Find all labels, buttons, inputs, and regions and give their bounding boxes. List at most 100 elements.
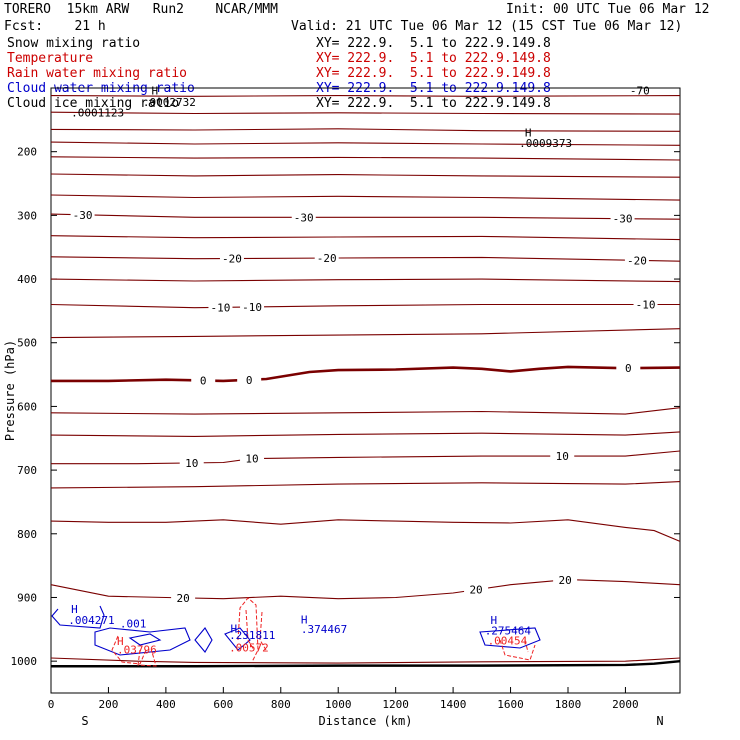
y-tick-label: 1000 — [11, 655, 38, 668]
high-marker: H — [490, 614, 497, 627]
isotherm-line — [50, 173, 681, 178]
high-marker: H — [117, 635, 124, 648]
x-tick-label: 1400 — [440, 698, 467, 711]
cloud-water-contour — [479, 627, 541, 649]
y-tick-label: 400 — [17, 273, 37, 286]
x-tick-label: 1000 — [325, 698, 352, 711]
cloud-ice-label: .0002732 — [143, 96, 196, 109]
rain-contour — [137, 649, 157, 667]
fcst-line: Fcst: 21 h — [4, 19, 106, 34]
xy-cloud-ice: XY= 222.9. 5.1 to 222.9.149.8 — [316, 96, 551, 111]
terrain-line — [51, 659, 681, 668]
x-tick-label: 2000 — [612, 698, 639, 711]
isotherm-label-bg — [553, 572, 578, 586]
isotherm-line — [50, 328, 681, 339]
isotherm-label: 0 — [200, 375, 207, 388]
isotherm-label-bg — [219, 251, 244, 265]
isotherm-label-bg — [171, 590, 196, 604]
cloud-water-label: .275464 — [485, 624, 532, 637]
isotherm-line — [50, 95, 681, 97]
isotherm-label: -10 — [636, 299, 656, 312]
cloud-water-label: .231811 — [229, 629, 275, 642]
isotherm-label-bg — [237, 372, 262, 386]
isotherm-line — [50, 256, 681, 262]
isotherm-label-bg — [70, 207, 95, 221]
x-tick-label: 0 — [48, 698, 55, 711]
rain-label: .03796 — [117, 644, 157, 657]
rain-contour — [237, 597, 259, 663]
isotherm-label-bg — [464, 582, 489, 596]
cloud-water-contour — [94, 627, 191, 656]
isotherm-label: 10 — [185, 457, 198, 470]
rain-label: .00454 — [488, 635, 528, 648]
y-tick-label: 500 — [17, 337, 37, 350]
isotherm-line — [51, 365, 681, 383]
isotherm-label: 10 — [245, 453, 258, 466]
high-marker: H — [152, 84, 159, 97]
isotherm-label: 20 — [469, 584, 482, 597]
isotherm-label-bg — [179, 455, 204, 469]
end-label-south: S — [81, 714, 88, 728]
isotherm-label-bg — [291, 210, 316, 224]
isotherm-line — [50, 407, 681, 415]
isotherm-line — [50, 213, 681, 220]
high-marker: H — [71, 603, 78, 616]
isotherm-line — [50, 278, 681, 283]
y-tick-label: 200 — [17, 146, 37, 159]
xy-rain: XY= 222.9. 5.1 to 222.9.149.8 — [316, 66, 551, 81]
x-tick-label: 1200 — [382, 698, 409, 711]
isotherm-label-bg — [624, 253, 649, 267]
legend-snow: Snow mixing ratio — [7, 36, 141, 51]
legend-cloud-ice: Cloud ice mixing ratio — [7, 96, 180, 111]
isotherm-label: -30 — [294, 211, 314, 224]
y-tick-label: 700 — [17, 464, 37, 477]
init-line: Init: 00 UTC Tue 06 Mar 12 — [506, 2, 710, 17]
isotherm-label: 20 — [176, 592, 189, 605]
cloud-water-contour — [51, 605, 105, 629]
isotherm-line — [50, 657, 681, 664]
x-tick-label: 200 — [99, 698, 119, 711]
high-marker: H — [301, 614, 308, 627]
isotherm-label: 20 — [558, 574, 571, 587]
isotherm-label: -10 — [211, 301, 231, 314]
isotherm-label: -20 — [222, 253, 242, 266]
isotherm-line — [51, 450, 681, 465]
end-label-north: N — [656, 714, 663, 728]
y-tick-label: 900 — [17, 591, 37, 604]
cloud-water-contour — [194, 627, 213, 653]
cloud-water-label: .004271 — [68, 614, 114, 627]
rain-contour — [524, 639, 529, 653]
isotherm-line — [50, 303, 680, 309]
y-tick-label: 800 — [17, 528, 37, 541]
high-marker: H — [231, 623, 238, 636]
x-tick-label: 800 — [271, 698, 291, 711]
isotherm-label: 0 — [625, 362, 632, 375]
isotherm-label-bg — [610, 211, 635, 225]
high-marker: H — [525, 126, 532, 139]
cloud-water-contour — [128, 633, 162, 646]
isotherm-label: 10 — [556, 450, 569, 463]
isotherm-line — [50, 141, 681, 146]
legend-rain: Rain water mixing ratio — [7, 66, 188, 81]
isotherm-line — [50, 519, 681, 542]
isotherm-line — [50, 128, 681, 132]
isotherm-line — [50, 235, 681, 241]
isotherm-line — [50, 431, 681, 437]
isotherm-label-bg — [616, 361, 641, 375]
isotherm-line — [50, 194, 681, 201]
rain-contour — [111, 635, 147, 665]
cloud-ice-label: .0009373 — [519, 137, 572, 150]
isotherm-label-bg — [550, 449, 575, 463]
y-axis-label: Pressure (hPa) — [3, 340, 17, 441]
isotherm-label: -20 — [317, 252, 337, 265]
x-tick-label: 600 — [213, 698, 233, 711]
rain-label: .00572 — [229, 642, 269, 655]
x-axis-label: Distance (km) — [319, 714, 413, 728]
x-tick-label: 1800 — [555, 698, 582, 711]
isotherm-line — [50, 579, 681, 600]
y-tick-label: 300 — [17, 209, 37, 222]
isotherm-line — [50, 156, 681, 161]
rain-contour — [499, 639, 536, 661]
rain-contour — [259, 611, 267, 651]
